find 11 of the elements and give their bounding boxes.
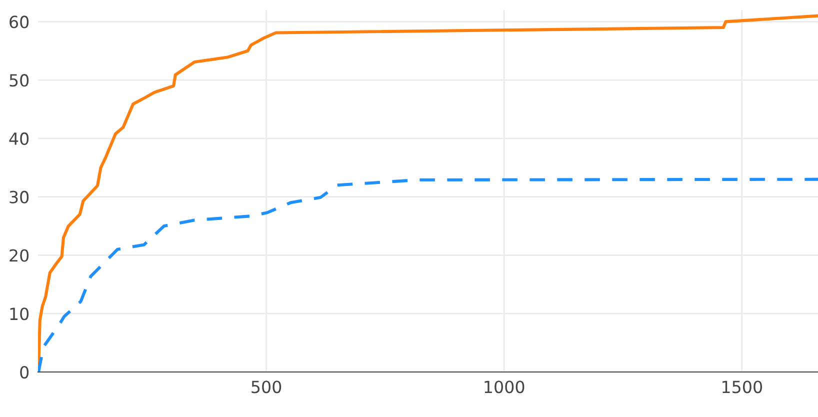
y-tick-label: 0	[20, 366, 29, 379]
y-tick-label: 40	[9, 132, 29, 146]
y-tick-label: 60	[10, 16, 29, 28]
y-tick-label: 20	[10, 249, 29, 262]
x-tick-label: 1500	[722, 380, 762, 394]
y-tick-label: 30	[10, 190, 29, 204]
y-tick-label: 10	[10, 308, 29, 320]
line-series	[38, 178, 818, 372]
y-tick-label: 50	[10, 74, 29, 87]
x-tick-label: 1000	[484, 380, 524, 394]
x-tick-label: 500	[252, 380, 282, 394]
